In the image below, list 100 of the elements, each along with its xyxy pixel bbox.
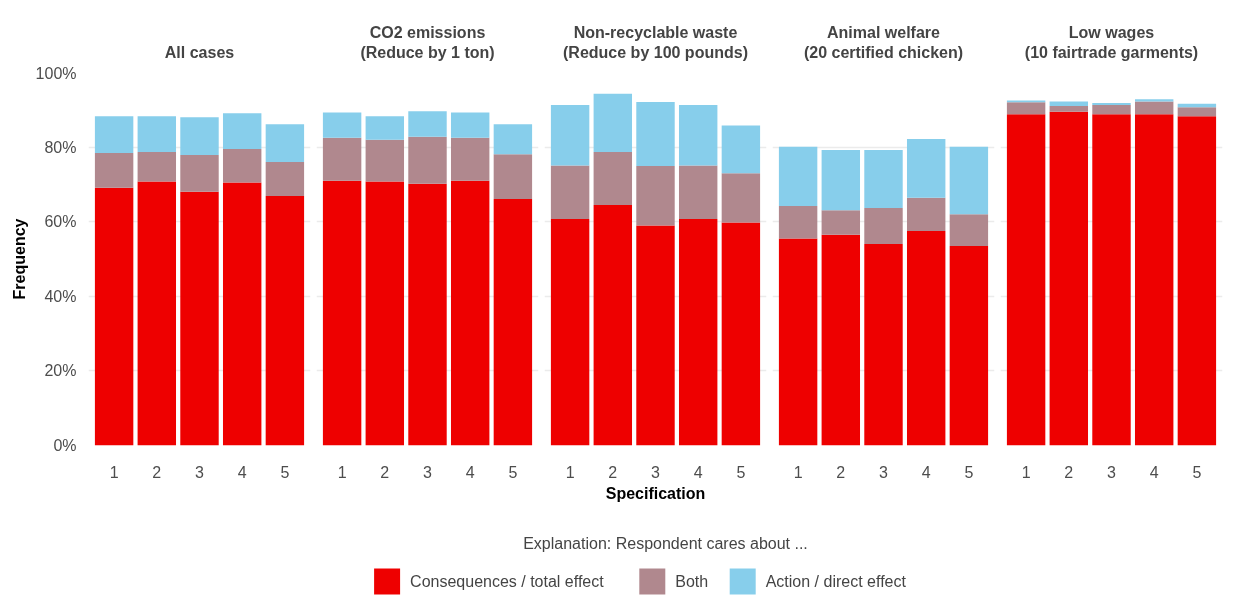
y-tick-label: 100%	[35, 64, 77, 82]
bar	[450, 137, 490, 181]
x-tick-label: 2	[608, 463, 618, 481]
bar	[365, 139, 405, 182]
bar	[322, 112, 362, 138]
legend-title: Explanation: Respondent cares about ...	[523, 535, 808, 552]
bar	[636, 225, 675, 446]
x-tick-label: 5	[736, 463, 746, 481]
legend-label: Consequences / total effect	[410, 573, 605, 590]
bar	[778, 206, 818, 239]
bar	[493, 154, 533, 199]
chart-title: CO2 emissions (Reduce by 1 ton)	[360, 23, 495, 62]
bar	[636, 166, 675, 226]
x-tick-label: 5	[964, 463, 974, 481]
bar	[1049, 106, 1089, 112]
x-tick-label: 2	[836, 463, 846, 481]
x-tick-label: 3	[423, 463, 433, 481]
bar	[906, 138, 946, 198]
y-axis-title: Frequency	[10, 218, 28, 300]
bar	[678, 104, 718, 166]
bar	[593, 204, 633, 446]
bar	[1092, 114, 1131, 446]
bar	[222, 182, 262, 446]
bar	[721, 222, 761, 446]
bar	[550, 219, 590, 446]
bar	[450, 112, 490, 138]
x-axis-title: Specification	[605, 484, 706, 502]
bar	[408, 111, 447, 137]
bar	[137, 116, 177, 152]
x-tick-label: 2	[1064, 463, 1074, 481]
y-tick-label: 20%	[44, 362, 77, 380]
bar	[550, 104, 590, 166]
x-tick-label: 4	[1149, 463, 1159, 481]
bar	[949, 245, 989, 446]
bar	[906, 231, 946, 446]
bar	[493, 198, 533, 446]
y-tick-label: 60%	[44, 213, 77, 231]
bar	[821, 210, 861, 235]
bar	[1134, 99, 1174, 102]
bar	[265, 162, 305, 196]
bar	[408, 136, 447, 184]
bar	[1134, 101, 1174, 115]
bar	[322, 137, 362, 181]
bar	[1177, 116, 1217, 446]
bar	[94, 153, 134, 188]
bar	[778, 238, 818, 446]
bar	[180, 117, 219, 155]
bar	[678, 219, 718, 446]
x-tick-label: 4	[237, 463, 247, 481]
bar	[906, 197, 946, 232]
bar	[265, 124, 305, 163]
bar	[721, 125, 761, 174]
bar	[493, 124, 533, 155]
x-tick-label: 4	[465, 463, 475, 481]
x-tick-label: 5	[508, 463, 518, 481]
bar	[1006, 114, 1046, 446]
bar	[365, 181, 405, 446]
bar	[450, 180, 490, 446]
bar	[821, 234, 861, 446]
bar	[721, 173, 761, 223]
x-tick-label: 1	[793, 463, 803, 481]
x-tick-label: 4	[693, 463, 703, 481]
x-tick-label: 3	[1107, 463, 1117, 481]
bar	[864, 244, 903, 446]
bar	[949, 146, 989, 215]
bar	[180, 154, 219, 192]
x-tick-label: 2	[380, 463, 390, 481]
bar	[222, 113, 262, 149]
bar	[550, 165, 590, 220]
chart-title: All cases	[164, 44, 235, 62]
bar	[265, 195, 305, 446]
bar	[322, 180, 362, 446]
x-tick-label: 4	[921, 463, 931, 481]
x-tick-label: 3	[195, 463, 205, 481]
bar	[137, 151, 177, 182]
bar	[1092, 104, 1131, 115]
bar	[1134, 114, 1174, 446]
bar	[821, 150, 861, 211]
bar	[949, 214, 989, 246]
bar	[778, 146, 818, 207]
bar	[864, 150, 903, 208]
bar	[678, 165, 718, 220]
bar	[365, 116, 405, 140]
x-tick-label: 3	[879, 463, 889, 481]
bar	[864, 207, 903, 245]
bar	[1049, 111, 1089, 446]
x-tick-label: 2	[152, 463, 162, 481]
bar	[636, 101, 675, 167]
x-tick-label: 5	[280, 463, 290, 481]
chart-title: Low wages (10 fairtrade garments)	[1024, 23, 1199, 62]
y-tick-label: 0%	[53, 437, 77, 454]
bar	[1006, 102, 1046, 115]
bar	[1177, 107, 1217, 117]
x-tick-label: 1	[337, 463, 347, 481]
x-tick-label: 1	[1021, 463, 1031, 481]
bar	[408, 183, 447, 446]
y-tick-label: 80%	[44, 138, 77, 156]
chart-title: Animal welfare (20 certified chicken)	[803, 23, 964, 62]
x-tick-label: 5	[1192, 463, 1202, 481]
bar	[593, 151, 633, 205]
